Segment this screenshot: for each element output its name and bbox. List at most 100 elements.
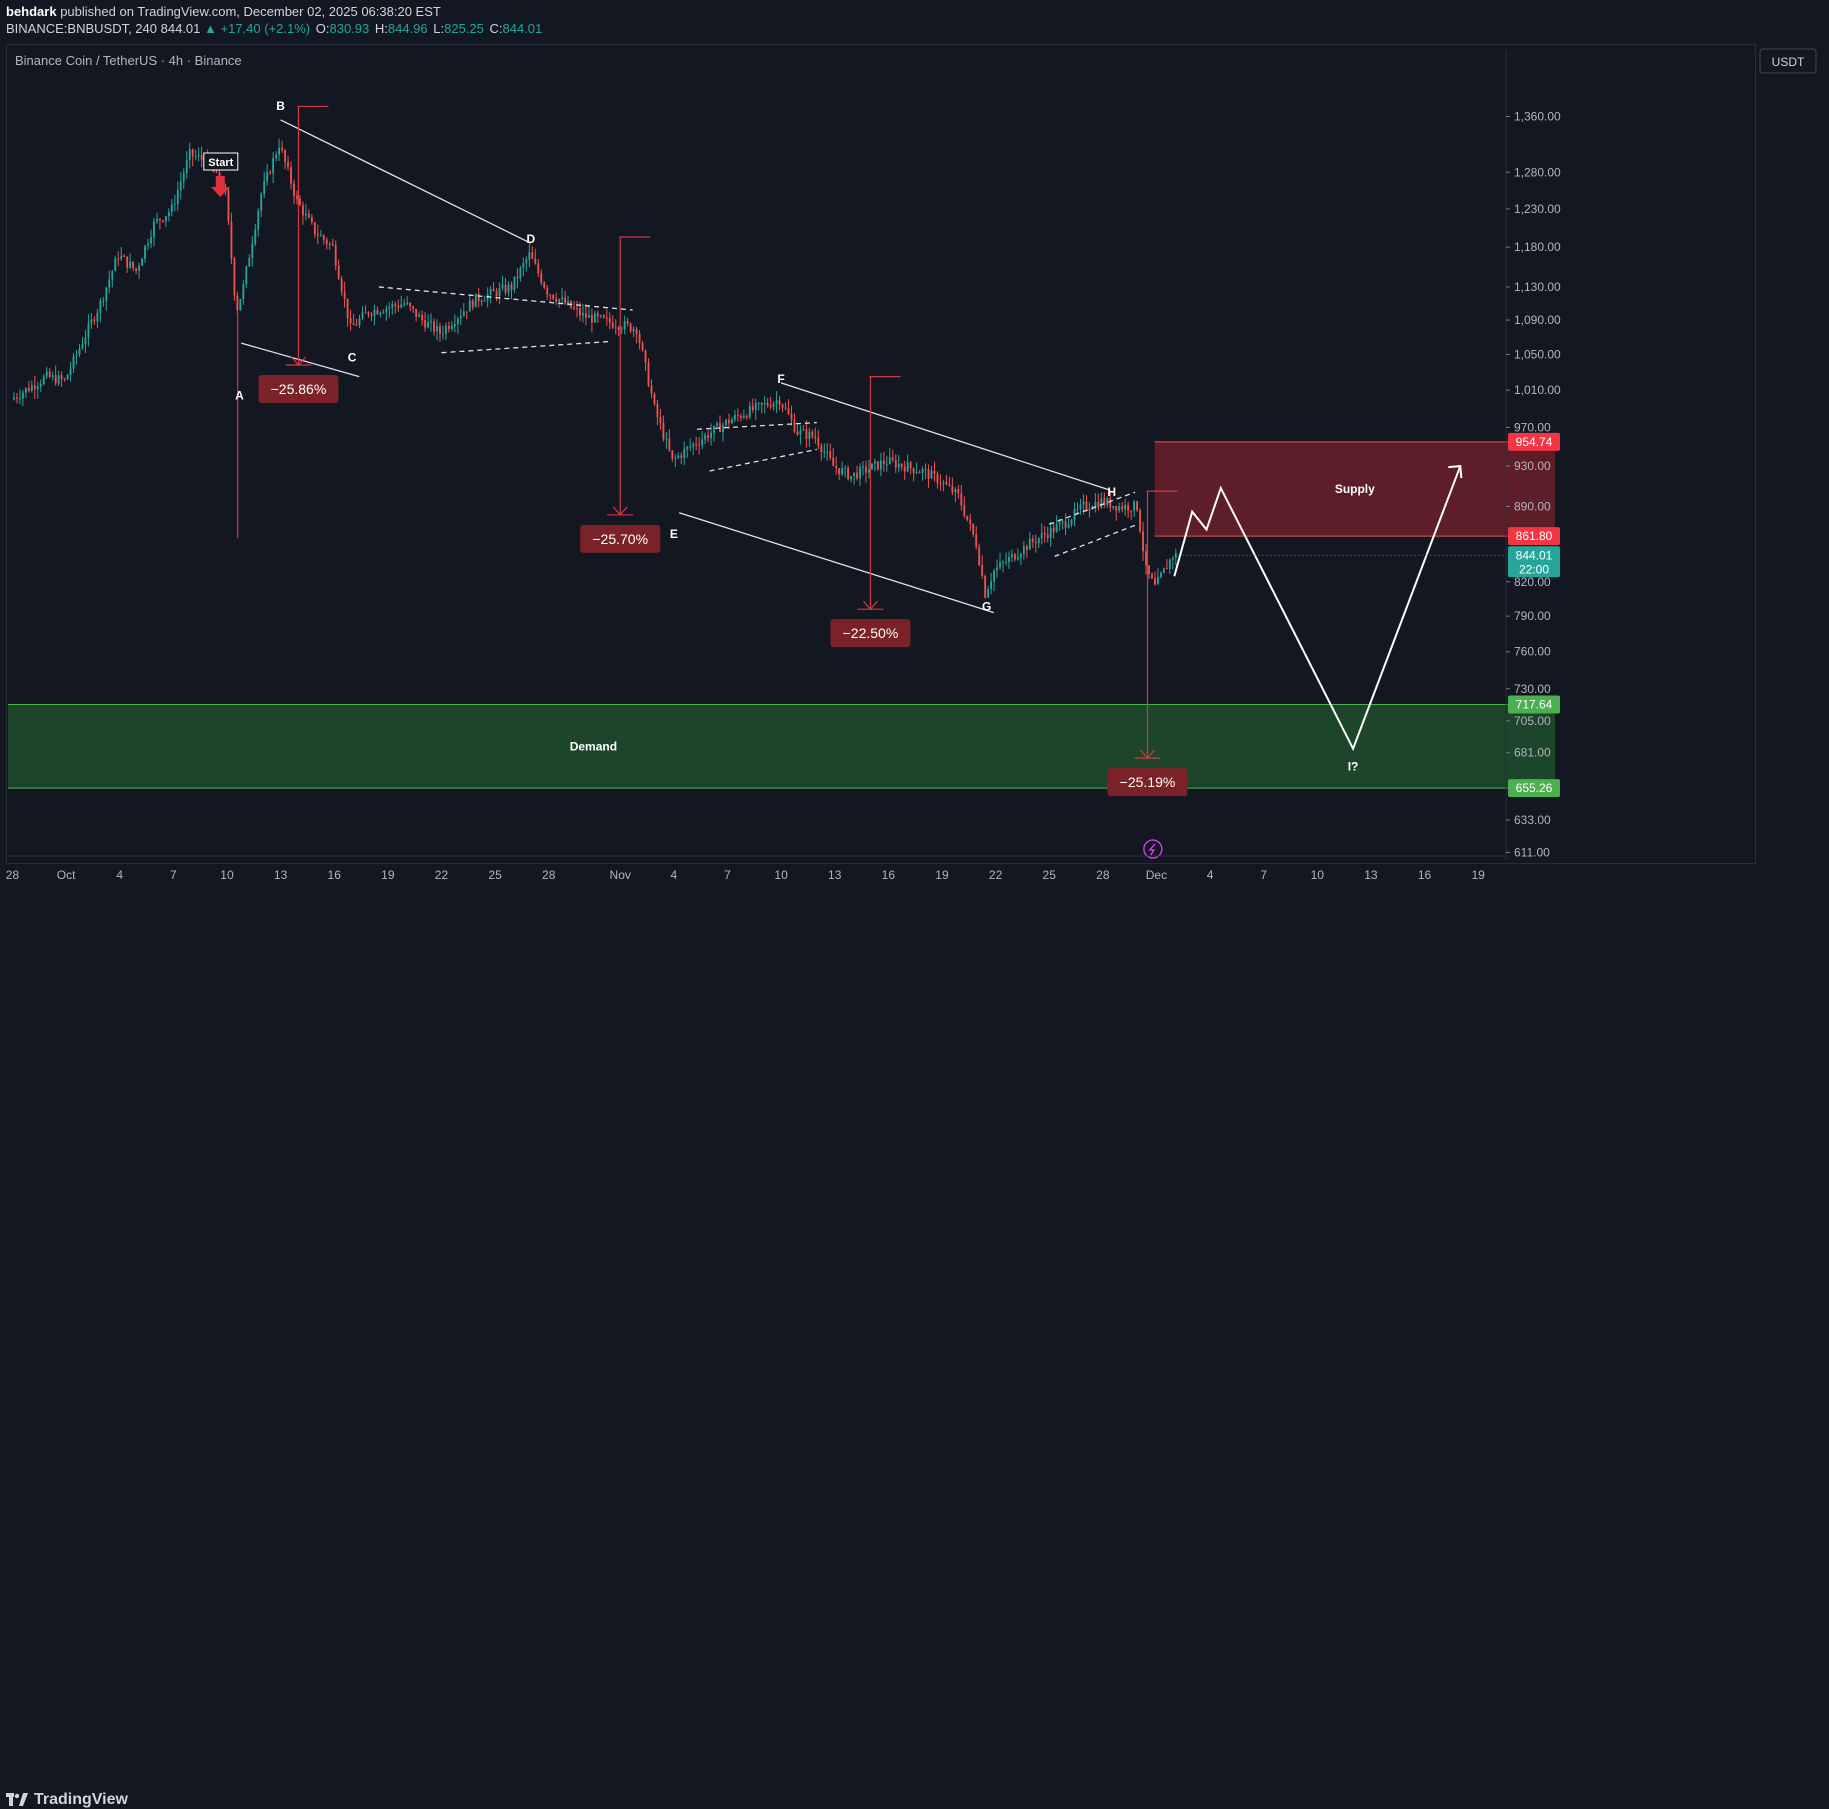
candle-body: [185, 160, 188, 174]
candle-body: [704, 435, 707, 440]
candle-body: [900, 463, 903, 467]
candle-body: [984, 576, 987, 598]
candle-body: [173, 203, 176, 205]
candle-body: [370, 314, 373, 316]
candle-body: [373, 309, 376, 316]
candle-body: [1094, 501, 1097, 509]
candle-body: [966, 515, 969, 520]
high-label: H:: [374, 21, 388, 36]
supply-top-price-tag-text: 954.74: [1516, 435, 1553, 449]
candle-body: [611, 322, 614, 328]
candle-body: [343, 291, 346, 299]
tradingview-logo[interactable]: TradingView: [6, 1791, 128, 1809]
candle-body: [132, 261, 135, 269]
author-name[interactable]: behdark: [6, 4, 57, 19]
candle-body: [144, 245, 146, 259]
candle-body: [668, 438, 671, 451]
candle-body: [96, 312, 99, 322]
candle-body: [754, 403, 757, 411]
candle-body: [355, 324, 358, 326]
candle-body: [933, 470, 936, 474]
candle-body: [644, 350, 647, 363]
demand-bottom-price-tag-text: 655.26: [1516, 781, 1553, 795]
candle-body: [266, 172, 269, 182]
candle-body: [1124, 504, 1127, 510]
candle-body: [507, 284, 510, 293]
candle-body: [897, 463, 900, 468]
candle-body: [1002, 562, 1004, 564]
demand-top-price-tag-text: 717.64: [1516, 697, 1553, 711]
candle-body: [87, 323, 90, 338]
candle-body: [233, 258, 236, 296]
wave-label-e: E: [670, 527, 678, 541]
candle-body: [364, 312, 367, 314]
trendline-f-h: [780, 382, 1111, 491]
candle-body: [593, 313, 596, 323]
candle-body: [856, 472, 858, 479]
candle-body: [811, 431, 814, 437]
wave-label-c: C: [348, 350, 357, 364]
measure-badge: [830, 619, 911, 648]
candle-body: [686, 446, 689, 450]
projection-arrow-head: [1448, 464, 1463, 479]
time-tick-label: 28: [6, 868, 20, 882]
candle-body: [599, 315, 602, 317]
candle-body: [346, 298, 349, 319]
candle-body: [638, 334, 641, 343]
candle-body: [126, 256, 129, 268]
candle-body: [421, 314, 424, 321]
candle-body: [868, 469, 870, 473]
candle-body: [254, 229, 257, 244]
candle-body: [942, 482, 945, 484]
candle-body: [352, 323, 355, 325]
chart-frame: [6, 44, 1756, 864]
candle-body: [439, 326, 441, 334]
price-tick-label: 970.00: [1514, 420, 1551, 434]
candle-body: [820, 445, 823, 452]
time-tick-label: 4: [1207, 868, 1214, 882]
candle-body: [1037, 538, 1040, 544]
candle-body: [331, 243, 334, 246]
candle-body: [1148, 565, 1150, 575]
price-tick-label: 1,230.00: [1514, 202, 1561, 216]
candle-body: [379, 312, 382, 315]
candle-body: [1142, 531, 1144, 552]
candle-body: [304, 213, 307, 216]
candle-body: [388, 307, 391, 309]
candle-body: [799, 430, 802, 435]
candle-body: [999, 562, 1001, 568]
candle-body: [1014, 554, 1016, 560]
currency-button[interactable]: [1759, 48, 1817, 74]
candle-body: [307, 213, 310, 218]
candle-body: [1133, 501, 1136, 512]
price-chart[interactable]: Supply Demand −25.86% −25.70% −22.50% −25.19…: [0, 0, 1829, 893]
candle-body: [78, 348, 81, 355]
candle-body: [808, 431, 811, 439]
candle-body: [817, 437, 820, 446]
candle-body: [230, 221, 233, 259]
lightning-icon[interactable]: [1143, 839, 1163, 859]
candle-body: [310, 217, 313, 223]
candle-body: [1168, 559, 1171, 569]
candle-body: [406, 303, 409, 305]
candle-body: [918, 472, 921, 474]
candle-body: [248, 257, 251, 267]
candle-body: [871, 463, 873, 470]
candle-body: [159, 219, 161, 221]
candle-body: [972, 523, 975, 535]
candle-body: [891, 457, 894, 461]
low-value: 825.25: [444, 21, 484, 36]
candle-body: [546, 287, 549, 295]
candle-body: [117, 258, 120, 260]
tradingview-logo-icon: [6, 1793, 28, 1806]
footer: TradingView: [0, 893, 1829, 1808]
candle-body: [775, 400, 778, 404]
candle-body: [519, 267, 522, 279]
measure-badge-label: −25.19%: [1120, 774, 1176, 790]
candle-body: [275, 154, 278, 158]
candle-body: [409, 303, 412, 307]
candle-body: [981, 565, 984, 577]
candle-body: [513, 276, 516, 290]
candle-body: [969, 519, 972, 524]
candle-body: [701, 439, 704, 445]
